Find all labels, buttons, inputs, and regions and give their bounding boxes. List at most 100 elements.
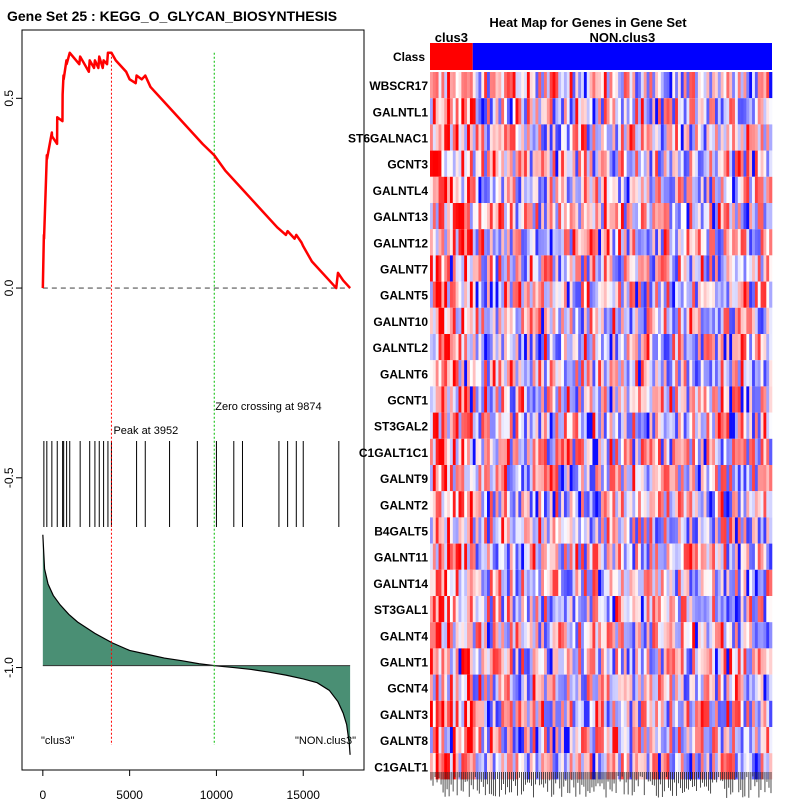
heatmap-cell [504, 412, 508, 439]
heatmap-cell [538, 98, 542, 125]
heatmap-cell [652, 334, 656, 361]
heatmap-cell [435, 674, 439, 701]
heatmap-cell [732, 203, 736, 230]
heatmap-cell [589, 72, 593, 99]
heatmap-cell [746, 491, 750, 518]
heatmap-cell [706, 753, 710, 780]
heatmap-cell [635, 203, 639, 230]
heatmap-cell [487, 569, 491, 596]
heatmap-cell [683, 281, 687, 308]
heatmap-cell [640, 98, 645, 125]
heatmap-cell [529, 727, 533, 754]
heatmap-cell [581, 124, 585, 151]
heatmap-cell [734, 307, 739, 334]
heatmap-cell [598, 622, 602, 649]
heatmap-cell [489, 72, 493, 99]
heatmap-cell [521, 700, 525, 727]
heatmap-cell [487, 72, 491, 99]
heatmap-cell [655, 176, 659, 203]
heatmap-cell [766, 176, 770, 203]
heatmap-cell [532, 412, 536, 439]
heatmap-cell [686, 517, 690, 544]
heatmap-cell [677, 543, 682, 570]
heatmap-cell [472, 543, 476, 570]
heatmap-cell [438, 727, 442, 754]
heatmap-cell [734, 596, 739, 623]
heatmap-cell [649, 674, 653, 701]
heatmap-cell [729, 255, 733, 282]
heatmap-cell [518, 674, 522, 701]
heatmap-cell [555, 727, 559, 754]
heatmap-cell [583, 334, 588, 361]
heatmap-cell [515, 727, 519, 754]
heatmap-cell [732, 465, 736, 492]
heatmap-cell [638, 412, 642, 439]
heatmap-cell [546, 203, 550, 230]
heatmap-cell [703, 229, 707, 256]
heatmap-cell [709, 176, 713, 203]
heatmap-cell [769, 648, 773, 675]
heatmap-cell [472, 674, 476, 701]
heatmap-cell [655, 150, 659, 177]
heatmap-cell [561, 386, 565, 413]
heatmap-cell [652, 569, 656, 596]
heatmap-cell [763, 596, 767, 623]
heatmap-cell [606, 438, 610, 465]
heatmap-cell [737, 648, 741, 675]
heatmap-cell [695, 543, 699, 570]
heatmap-cell [435, 753, 439, 780]
heatmap-cell [706, 727, 710, 754]
heatmap-cell [432, 412, 436, 439]
heatmap-cell [723, 700, 727, 727]
heatmap-cell [575, 622, 579, 649]
heatmap-cell [652, 648, 656, 675]
gene-labels: WBSCR17GALNTL1ST6GALNAC1GCNT3GALNTL4GALN… [348, 79, 428, 774]
heatmap-cell [712, 465, 716, 492]
heatmap-cell [461, 438, 465, 465]
heatmap-cell [746, 674, 750, 701]
heatmap-cell [606, 255, 610, 282]
heatmap-cell [487, 386, 491, 413]
heatmap-cell [586, 98, 590, 125]
heatmap-cell [717, 727, 721, 754]
heatmap-cell [734, 674, 739, 701]
heatmap-cell [618, 700, 622, 727]
heatmap-cell [563, 255, 568, 282]
heatmap-cell [649, 229, 653, 256]
heatmap-cell [723, 98, 727, 125]
heatmap-cell [467, 543, 471, 570]
heatmap-cell [487, 700, 491, 727]
heatmap-cell [521, 569, 525, 596]
heatmap-cell [438, 307, 442, 334]
heatmap-cell [677, 674, 682, 701]
heatmap-cell [754, 255, 759, 282]
heatmap-cell [729, 569, 733, 596]
heatmap-cell [709, 700, 713, 727]
heatmap-cell [475, 491, 479, 518]
heatmap-cell [558, 753, 562, 780]
heatmap-cell [743, 176, 747, 203]
heatmap-cell [612, 569, 616, 596]
heatmap-cell [640, 569, 645, 596]
heatmap-cell [589, 98, 593, 125]
heatmap-cell [524, 98, 528, 125]
heatmap-cell [592, 176, 596, 203]
heatmap-cell [749, 360, 753, 387]
heatmap-cell [561, 150, 565, 177]
heatmap-cell [438, 229, 442, 256]
heatmap-cell [495, 255, 499, 282]
heatmap-cell [623, 438, 627, 465]
heatmap-cell [458, 386, 462, 413]
heatmap-cell [518, 281, 522, 308]
heatmap-cell [438, 491, 442, 518]
heatmap-cell [737, 98, 741, 125]
heatmap-cell [769, 491, 773, 518]
heatmap-cell [652, 517, 656, 544]
heatmap-cell [524, 569, 528, 596]
heatmap-cell [712, 307, 716, 334]
heatmap-cell [609, 360, 613, 387]
heatmap-cell [743, 491, 747, 518]
heatmap-cell [737, 438, 741, 465]
heatmap-cell [760, 648, 764, 675]
heatmap-cell [586, 753, 590, 780]
